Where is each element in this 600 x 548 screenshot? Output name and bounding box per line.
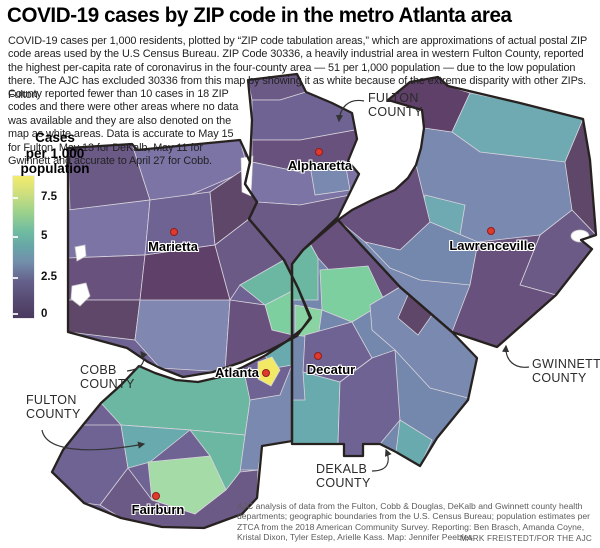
city-dot-decatur — [314, 352, 322, 360]
city-dot-alpharetta — [315, 148, 323, 156]
legend-color-scale — [13, 176, 34, 318]
county-label-gwinnett: GWINNETT COUNTY — [532, 357, 600, 385]
county-label-fulton-south: FULTON COUNTY — [26, 393, 81, 421]
city-dot-fairburn — [152, 492, 160, 500]
arrow-fulton-south — [41, 429, 146, 451]
legend-tick-2-5: 2.5 — [41, 271, 57, 283]
page-title: COVID-19 cases by ZIP code in the metro … — [7, 4, 512, 27]
city-dot-lawrenceville — [487, 227, 495, 235]
artist-credit: MARK FREISTEDT/FOR THE AJC — [460, 534, 592, 543]
county-label-fulton-north: FULTON COUNTY — [368, 91, 423, 119]
callout-arrows — [41, 99, 530, 472]
arrow-dekalb — [371, 448, 392, 472]
legend-title: Cases per 1,000 population — [20, 130, 90, 176]
county-borders — [50, 72, 598, 530]
intro-paragraph-top: COVID-19 cases per 1,000 residents, plot… — [8, 35, 587, 101]
arrow-fulton-north — [335, 99, 365, 123]
legend-tick-0: 0 — [41, 308, 48, 320]
intro-paragraph-wrap: County reported fewer than 10 cases in 1… — [8, 88, 239, 168]
arrow-gwinnett — [501, 344, 530, 368]
legend-tick-5: 5 — [41, 230, 48, 242]
city-dot-atlanta — [262, 369, 270, 377]
arrow-cobb — [126, 351, 148, 372]
county-label-dekalb: DEKALB COUNTY — [316, 462, 371, 490]
source-attribution: AJC analysis of data from the Fulton, Co… — [237, 501, 591, 543]
city-dot-marietta — [170, 228, 178, 236]
county-label-cobb: COBB COUNTY — [80, 363, 135, 391]
legend-tick-7-5: 7.5 — [41, 191, 57, 203]
